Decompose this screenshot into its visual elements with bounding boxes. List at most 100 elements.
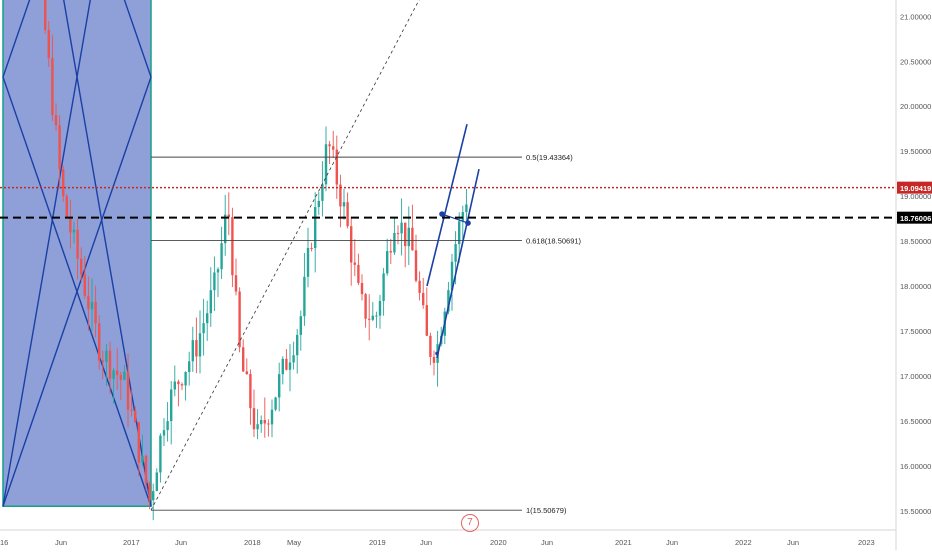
candle-body [450,261,454,291]
x-tick-label: May [287,538,301,547]
price-marker-label: 19.09419 [900,184,931,193]
candle-body [382,273,385,302]
candle-body [321,184,324,201]
candle-body [292,355,295,363]
candle-body [220,243,223,270]
x-tick-label: 16 [0,538,8,547]
candle-body [368,318,371,320]
x-tick-label: Jun [541,538,553,547]
price-markers [0,186,896,219]
candle-body [324,144,328,185]
candle-body [342,202,346,207]
candle-body [317,200,320,208]
candle-body [252,408,256,430]
candle-body [454,244,457,262]
candle-body [314,207,317,249]
candle-body [58,125,61,170]
candle-body [105,350,108,362]
candle-body [54,115,58,126]
fib-level-label: 1(15.50679) [526,506,567,515]
candle-body [393,232,396,253]
channel-upper-line [426,123,468,287]
candle-body [198,333,202,357]
candle-body [62,169,65,197]
candle-body [173,381,176,390]
candle-body [126,371,130,410]
candle-body [90,301,94,310]
candle-body [108,350,112,379]
y-tick-label: 17.50000 [900,327,931,336]
candle-body [414,250,418,281]
x-tick-label: Jun [666,538,678,547]
candle-body [195,340,198,357]
candle-body [357,264,360,283]
candle-body [335,149,338,185]
trend-drawings[interactable] [426,123,480,359]
fibonacci-retracement[interactable]: 0(23.36049)0.11(22.49659)0.24(21.47561)0… [150,0,582,515]
candle-body [141,455,144,463]
candle-body [112,370,115,379]
candle-body [278,374,281,398]
y-tick-label: 19.50000 [900,147,931,156]
candle-body [263,419,266,424]
candle-body [180,384,184,386]
candle-body [123,371,126,380]
gann-fan-line [123,0,152,78]
x-tick-label: 2020 [490,538,507,547]
candle-body [447,290,450,312]
x-tick-label: 2021 [615,538,632,547]
candle-body [418,280,421,293]
candle-body [231,217,234,276]
candle-body [148,483,151,501]
anchor-point [465,220,471,226]
y-tick-label: 20.00000 [900,102,931,111]
candle-body [206,313,209,324]
candle-body [170,389,173,422]
x-axis[interactable]: 16 Jun 2017 Jun 2018 May 2019 Jun 2020 Jun 2021 Jun… [0,538,875,547]
y-tick-label: 19.00000 [900,192,931,201]
candle-body [234,275,238,292]
candle-body [310,247,313,249]
candle-body [152,491,155,501]
candle-body [285,358,288,370]
tradingview-logo-icon[interactable]: 7 [461,514,479,532]
candle-body [458,221,461,245]
candle-body [360,282,364,295]
candle-body [155,472,158,492]
x-tick-label: 2019 [369,538,386,547]
logo-text: 7 [467,517,473,528]
candle-body [429,335,432,357]
candle-body [72,229,76,233]
y-axis[interactable]: 19.0941918.7600615.0000015.5000016.00000… [897,0,932,555]
x-tick-label: Jun [787,538,799,547]
candle-body [137,422,140,463]
candle-body [465,204,468,213]
candle-body [51,58,54,116]
fib-level-label: 0.618(18.50691) [526,236,582,245]
candle-body [332,146,335,150]
candle-body [267,423,270,425]
candle-body [249,374,252,409]
price-marker-label: 18.76006 [900,214,931,223]
candle-body [238,291,241,348]
candle-body [166,421,169,431]
candle-body [227,214,230,218]
channel-lower-line [436,168,480,359]
x-tick-label: Jun [175,538,187,547]
candle-body [188,361,191,372]
candle-body [47,29,50,59]
candle-body [98,323,101,361]
candle-body [422,292,425,306]
candle-body [371,315,374,320]
candle-body [191,340,194,362]
candle-body [328,144,331,147]
price-marker-badge [897,181,932,194]
candle-body [281,358,284,375]
candle-body [350,226,353,263]
y-tick-label: 16.50000 [900,417,931,426]
candle-body [130,409,133,411]
y-tick-label: 18.50000 [900,237,931,246]
candle-body [299,316,302,335]
candle-body [375,315,378,317]
